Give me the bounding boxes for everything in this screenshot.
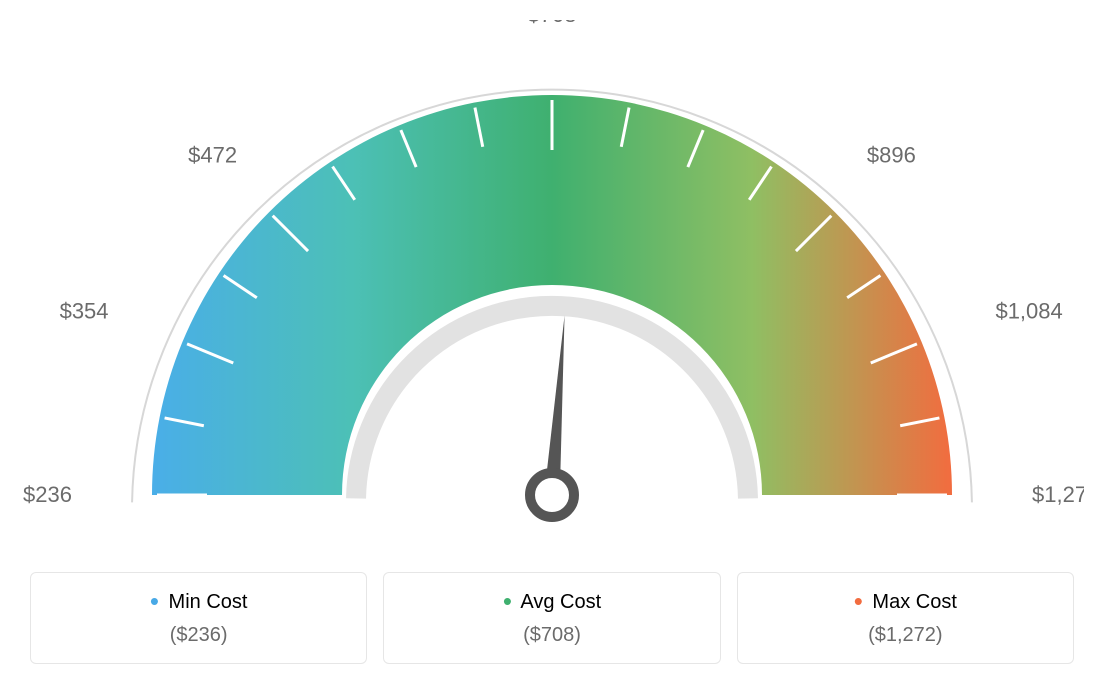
gauge-tick-label: $1,084: [995, 298, 1062, 323]
gauge-svg: $236 $354 $472 $708 $896 $1,084 $1,272: [20, 20, 1084, 560]
dot-icon: •: [503, 586, 512, 616]
legend-title-max: • Max Cost: [748, 591, 1063, 614]
legend-value-avg: ($708): [394, 624, 709, 647]
legend-label-min: Min Cost: [169, 591, 248, 613]
gauge-tick-label: $236: [23, 482, 72, 507]
legend-title-avg: • Avg Cost: [394, 591, 709, 614]
gauge-tick-label: $708: [528, 20, 577, 27]
legend-card-min: • Min Cost ($236): [30, 572, 367, 664]
gauge-tick-label: $1,272: [1032, 482, 1084, 507]
legend-card-max: • Max Cost ($1,272): [737, 572, 1074, 664]
legend-value-max: ($1,272): [748, 624, 1063, 647]
gauge-tick-label: $896: [867, 143, 916, 168]
legend-card-avg: • Avg Cost ($708): [383, 572, 720, 664]
dot-icon: •: [854, 586, 863, 616]
legend-title-min: • Min Cost: [41, 591, 356, 614]
legend-label-avg: Avg Cost: [520, 591, 601, 613]
gauge-tick-label: $472: [188, 143, 237, 168]
legend-label-max: Max Cost: [872, 591, 956, 613]
dot-icon: •: [150, 586, 159, 616]
gauge-tick-label: $354: [60, 298, 109, 323]
cost-gauge-chart: $236 $354 $472 $708 $896 $1,084 $1,272 • Min C…: [20, 20, 1084, 670]
legend-value-min: ($236): [41, 624, 356, 647]
legend-row: • Min Cost ($236) • Avg Cost ($708) • Ma…: [20, 572, 1084, 664]
